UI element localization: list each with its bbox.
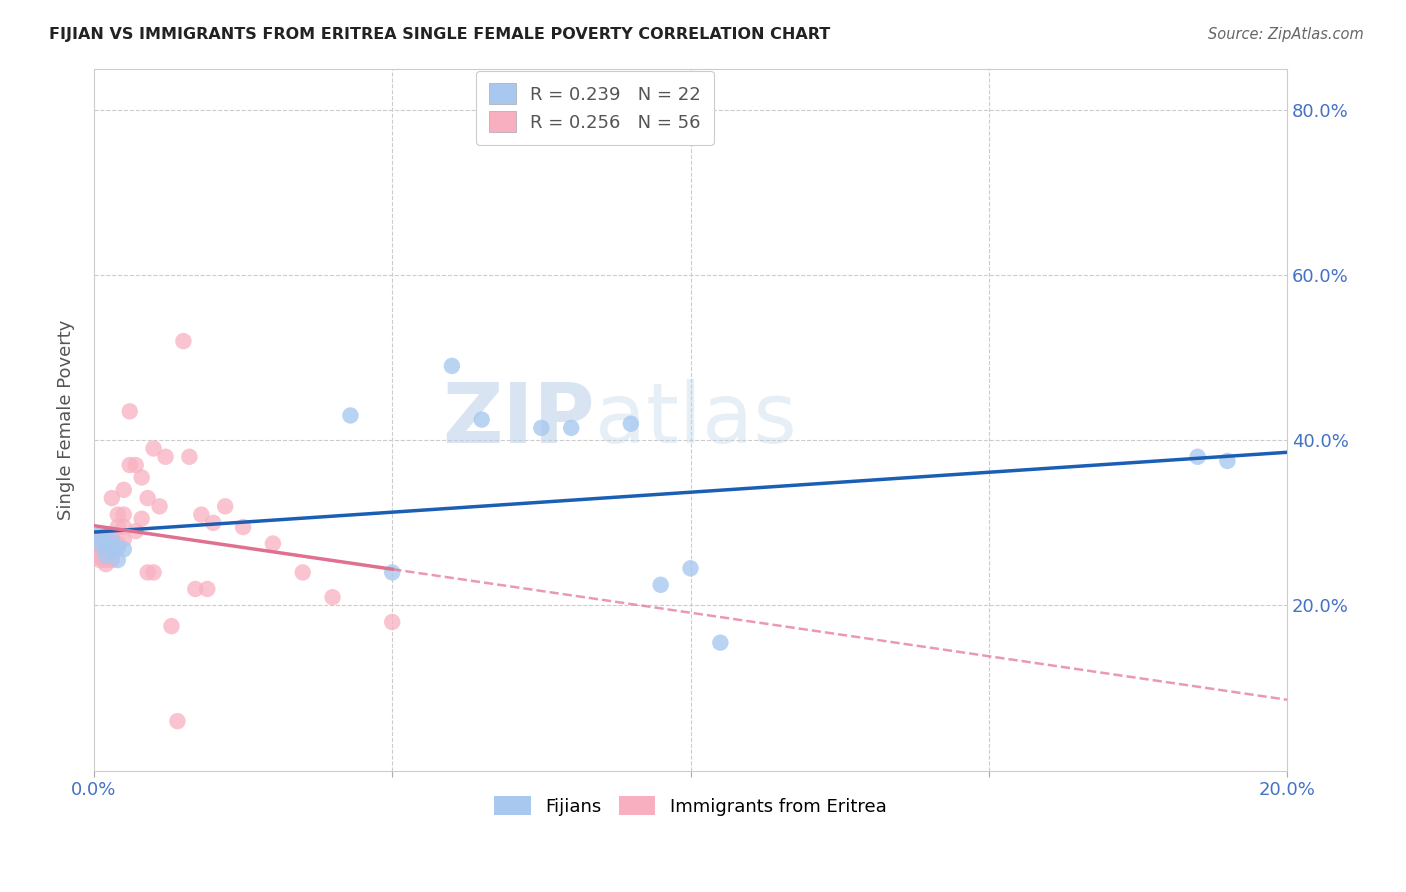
Point — [136, 566, 159, 580]
Point — [94, 553, 117, 567]
Point — [107, 536, 129, 550]
Point — [202, 516, 225, 530]
Point — [530, 421, 553, 435]
Point — [322, 591, 344, 605]
Point — [89, 534, 111, 549]
Point — [232, 520, 254, 534]
Point — [101, 534, 124, 549]
Point — [94, 545, 117, 559]
Point — [94, 541, 117, 555]
Point — [101, 549, 124, 563]
Point — [112, 483, 135, 497]
Point — [107, 508, 129, 522]
Point — [679, 561, 702, 575]
Point — [89, 536, 111, 550]
Point — [650, 578, 672, 592]
Point — [101, 553, 124, 567]
Point — [125, 524, 148, 538]
Point — [107, 520, 129, 534]
Legend: Fijians, Immigrants from Eritrea: Fijians, Immigrants from Eritrea — [485, 788, 896, 825]
Point — [184, 582, 207, 596]
Point — [190, 508, 212, 522]
Point — [94, 549, 117, 563]
Point — [125, 458, 148, 472]
Point — [136, 491, 159, 505]
Point — [195, 582, 218, 596]
Point — [131, 512, 153, 526]
Point — [112, 520, 135, 534]
Point — [142, 442, 165, 456]
Point — [89, 528, 111, 542]
Point — [89, 536, 111, 550]
Point — [101, 528, 124, 542]
Point — [381, 566, 404, 580]
Point — [112, 542, 135, 557]
Point — [94, 550, 117, 565]
Point — [1187, 450, 1209, 464]
Point — [131, 470, 153, 484]
Point — [339, 409, 361, 423]
Point — [101, 491, 124, 505]
Text: Source: ZipAtlas.com: Source: ZipAtlas.com — [1208, 27, 1364, 42]
Point — [166, 714, 188, 728]
Point — [179, 450, 201, 464]
Point — [112, 508, 135, 522]
Point — [101, 536, 124, 550]
Point — [118, 404, 141, 418]
Point — [94, 542, 117, 557]
Point — [709, 635, 731, 649]
Point — [142, 566, 165, 580]
Point — [381, 615, 404, 629]
Point — [89, 528, 111, 542]
Point — [101, 542, 124, 557]
Point — [440, 359, 463, 373]
Point — [118, 458, 141, 472]
Point — [94, 557, 117, 571]
Text: FIJIAN VS IMMIGRANTS FROM ERITREA SINGLE FEMALE POVERTY CORRELATION CHART: FIJIAN VS IMMIGRANTS FROM ERITREA SINGLE… — [49, 27, 831, 42]
Y-axis label: Single Female Poverty: Single Female Poverty — [58, 319, 75, 520]
Point — [291, 566, 314, 580]
Point — [89, 541, 111, 555]
Point — [107, 541, 129, 555]
Point — [89, 545, 111, 559]
Point — [107, 553, 129, 567]
Point — [1216, 454, 1239, 468]
Point — [89, 550, 111, 565]
Point — [172, 334, 194, 348]
Point — [262, 536, 284, 550]
Point — [155, 450, 177, 464]
Point — [89, 549, 111, 563]
Point — [101, 545, 124, 559]
Point — [160, 619, 183, 633]
Point — [94, 528, 117, 542]
Point — [89, 553, 111, 567]
Point — [94, 533, 117, 547]
Point — [112, 533, 135, 547]
Point — [89, 533, 111, 547]
Point — [148, 500, 170, 514]
Point — [560, 421, 582, 435]
Text: atlas: atlas — [595, 379, 797, 460]
Point — [214, 500, 236, 514]
Point — [471, 412, 494, 426]
Text: ZIP: ZIP — [443, 379, 595, 460]
Point — [94, 536, 117, 550]
Point — [94, 536, 117, 550]
Point — [620, 417, 643, 431]
